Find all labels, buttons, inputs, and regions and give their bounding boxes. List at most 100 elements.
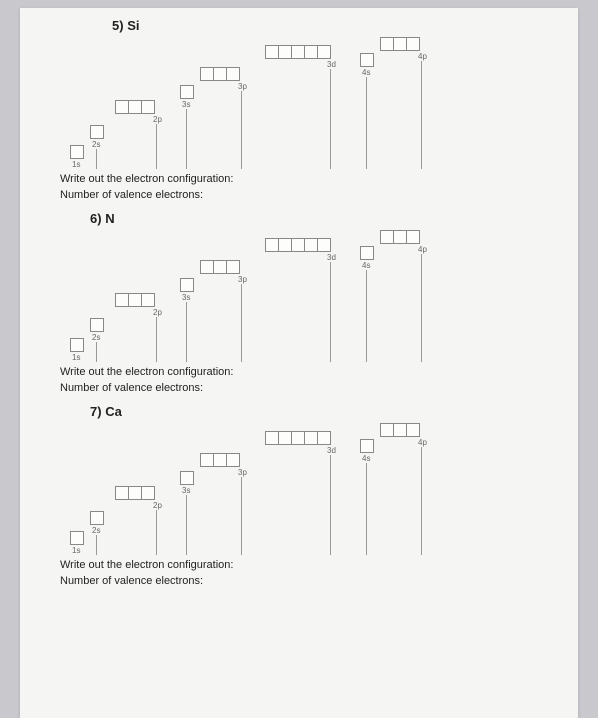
orbital-label: 1s [72,160,83,169]
orbital-box[interactable] [70,531,84,545]
orbital-box[interactable] [180,278,194,292]
q-elem: Si [127,18,139,33]
orbital-label: 2p [153,115,162,124]
orbital-box[interactable] [393,37,407,51]
diagram-line [156,510,157,555]
orbital-2s: 2s [90,511,103,535]
orbital-box[interactable] [213,67,227,81]
orbital-label: 3d [327,253,336,262]
orbital-box[interactable] [406,37,420,51]
orbital-box[interactable] [115,100,129,114]
orbital-label: 4s [362,454,373,463]
orbital-label: 2p [153,308,162,317]
orbital-2s: 2s [90,318,103,342]
orbital-label: 2s [92,333,103,342]
orbital-box[interactable] [393,230,407,244]
orbital-box[interactable] [90,318,104,332]
orbital-box[interactable] [226,260,240,274]
orbital-box[interactable] [141,293,155,307]
orbital-label: 3s [182,100,193,109]
orbital-box[interactable] [141,486,155,500]
orbital-box[interactable] [360,53,374,67]
orbital-box[interactable] [70,338,84,352]
orbital-box[interactable] [200,453,214,467]
orbital-2s: 2s [90,125,103,149]
q-num: 5) [112,18,124,33]
orbital-label: 3p [238,275,247,284]
orbital-label: 3p [238,82,247,91]
diagram-line [366,270,367,362]
orbital-3p: 3p [200,453,247,477]
orbital-box[interactable] [278,45,292,59]
orbital-3d: 3d [265,431,336,455]
orbital-box[interactable] [265,238,279,252]
question-5: 5) Si 1s 2s 2p 3 [50,18,548,201]
orbital-box[interactable] [304,238,318,252]
orbital-box[interactable] [115,293,129,307]
orbital-box[interactable] [265,431,279,445]
orbital-box[interactable] [70,145,84,159]
orbital-3p: 3p [200,67,247,91]
orbital-box[interactable] [226,67,240,81]
orbital-3d: 3d [265,238,336,262]
orbital-label: 2p [153,501,162,510]
orbital-box[interactable] [213,260,227,274]
orbital-box[interactable] [213,453,227,467]
orbital-diagram: 1s 2s 2p 3s 3p 3d [60,425,548,555]
orbital-box[interactable] [380,423,394,437]
orbital-box[interactable] [380,37,394,51]
orbital-diagram: 1s 2s 2p 3s 3p [60,39,548,169]
orbital-label: 3s [182,486,193,495]
orbital-box[interactable] [226,453,240,467]
orbital-box[interactable] [180,85,194,99]
orbital-box[interactable] [278,431,292,445]
diagram-line [330,455,331,555]
orbital-box[interactable] [141,100,155,114]
orbital-box[interactable] [291,45,305,59]
orbital-box[interactable] [115,486,129,500]
prompt-valence: Number of valence electrons: [60,382,548,394]
diagram-line [96,342,97,362]
orbital-box[interactable] [317,45,331,59]
orbital-box[interactable] [200,67,214,81]
orbital-box[interactable] [200,260,214,274]
diagram-line [96,535,97,555]
orbital-2p: 2p [115,486,162,510]
orbital-box[interactable] [317,431,331,445]
orbital-label: 4p [418,52,427,61]
orbital-box[interactable] [128,486,142,500]
orbital-box[interactable] [128,293,142,307]
orbital-box[interactable] [360,246,374,260]
q-num: 7) [90,404,102,419]
question-title: 5) Si [112,18,548,33]
orbital-4p: 4p [380,423,427,447]
orbital-box[interactable] [90,511,104,525]
diagram-line [96,149,97,169]
q-num: 6) [90,211,102,226]
orbital-box[interactable] [380,230,394,244]
orbital-box[interactable] [406,230,420,244]
orbital-box[interactable] [180,471,194,485]
orbital-box[interactable] [317,238,331,252]
orbital-1s: 1s [70,338,83,362]
orbital-box[interactable] [304,431,318,445]
orbital-box[interactable] [278,238,292,252]
orbital-box[interactable] [265,45,279,59]
orbital-2p: 2p [115,100,162,124]
q-elem: Ca [105,404,122,419]
question-title: 6) N [90,211,548,226]
question-title: 7) Ca [90,404,548,419]
orbital-box[interactable] [360,439,374,453]
orbital-box[interactable] [90,125,104,139]
orbital-box[interactable] [128,100,142,114]
orbital-1s: 1s [70,145,83,169]
orbital-box[interactable] [406,423,420,437]
orbital-4p: 4p [380,37,427,61]
orbital-box[interactable] [393,423,407,437]
diagram-line [330,262,331,362]
orbital-box[interactable] [291,238,305,252]
orbital-box[interactable] [291,431,305,445]
orbital-3p: 3p [200,260,247,284]
orbital-box[interactable] [304,45,318,59]
orbital-4s: 4s [360,439,373,463]
